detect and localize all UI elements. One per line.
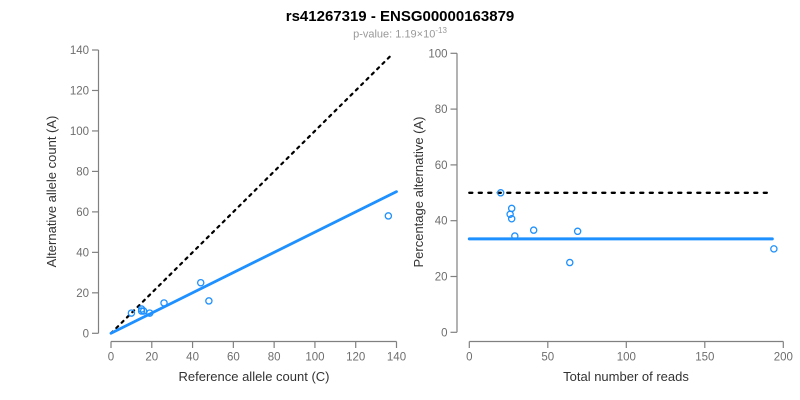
x-axis-title: Reference allele count (C): [178, 369, 329, 384]
x-tick-label: 120: [346, 352, 365, 364]
data-point: [511, 232, 519, 240]
y-tick-label: 0: [83, 328, 89, 340]
left-plot-allele-counts: 0 20 40 60 80 100 120 140 0 20 40 60 80 100 120 140 Refe…: [44, 45, 406, 384]
data-point: [127, 309, 136, 317]
y-tick-label: 40: [435, 216, 448, 228]
data-point: [384, 212, 393, 220]
data-point: [205, 297, 213, 305]
data-point: [566, 258, 574, 267]
y-tick-label: 80: [76, 166, 89, 178]
y-tick-label: 140: [70, 45, 89, 57]
plot-title: rs41267319 - ENSG00000163879: [285, 8, 515, 25]
data-point: [507, 214, 516, 223]
x-tick-label: 20: [145, 352, 158, 364]
x-tick-label: 140: [387, 352, 406, 364]
x-tick-label: 60: [227, 352, 240, 364]
y-tick-label: 20: [435, 272, 448, 284]
y-tick-label: 60: [76, 207, 89, 219]
y-axis-title: Percentage alternative (A): [411, 116, 426, 267]
x-tick-label: 100: [617, 352, 636, 364]
x-tick-label: 100: [305, 352, 324, 364]
plot-subtitle: p-value: 1.19×10-13: [0, 26, 800, 41]
data-point: [160, 299, 168, 307]
y-axis-title: Alternative allele count (A): [44, 116, 59, 268]
x-tick-label: 0: [466, 352, 472, 364]
data-point: [145, 309, 154, 317]
y-tick-label: 20: [76, 288, 89, 300]
x-axis-title: Total number of reads: [563, 369, 689, 384]
x-tick-label: 200: [774, 352, 793, 364]
pvalue-exponent: -13: [435, 26, 447, 35]
x-tick-label: 40: [186, 352, 199, 364]
data-point: [196, 278, 205, 287]
data-point: [506, 210, 514, 219]
fit-line: [109, 190, 398, 335]
x-tick-label: 50: [541, 352, 554, 364]
pvalue-text: p-value: 1.19×10: [353, 28, 436, 41]
data-point: [770, 245, 778, 253]
right-plot-percentage: 0 20 40 60 80 100 0 50 100 150 200 Total number of …: [411, 48, 793, 384]
y-tick-label: 100: [428, 48, 447, 60]
data-point: [529, 226, 538, 234]
identity-line: [109, 53, 393, 335]
x-tick-label: 150: [695, 352, 714, 364]
data-point: [496, 189, 505, 197]
x-tick-label: 0: [108, 352, 114, 364]
y-tick-label: 120: [70, 85, 89, 97]
y-tick-label: 80: [435, 104, 448, 116]
y-tick-label: 60: [435, 160, 448, 172]
x-tick-label: 80: [268, 352, 281, 364]
data-point: [573, 227, 582, 236]
y-tick-label: 100: [70, 126, 89, 138]
y-tick-label: 0: [441, 327, 447, 339]
y-tick-label: 40: [76, 247, 89, 259]
